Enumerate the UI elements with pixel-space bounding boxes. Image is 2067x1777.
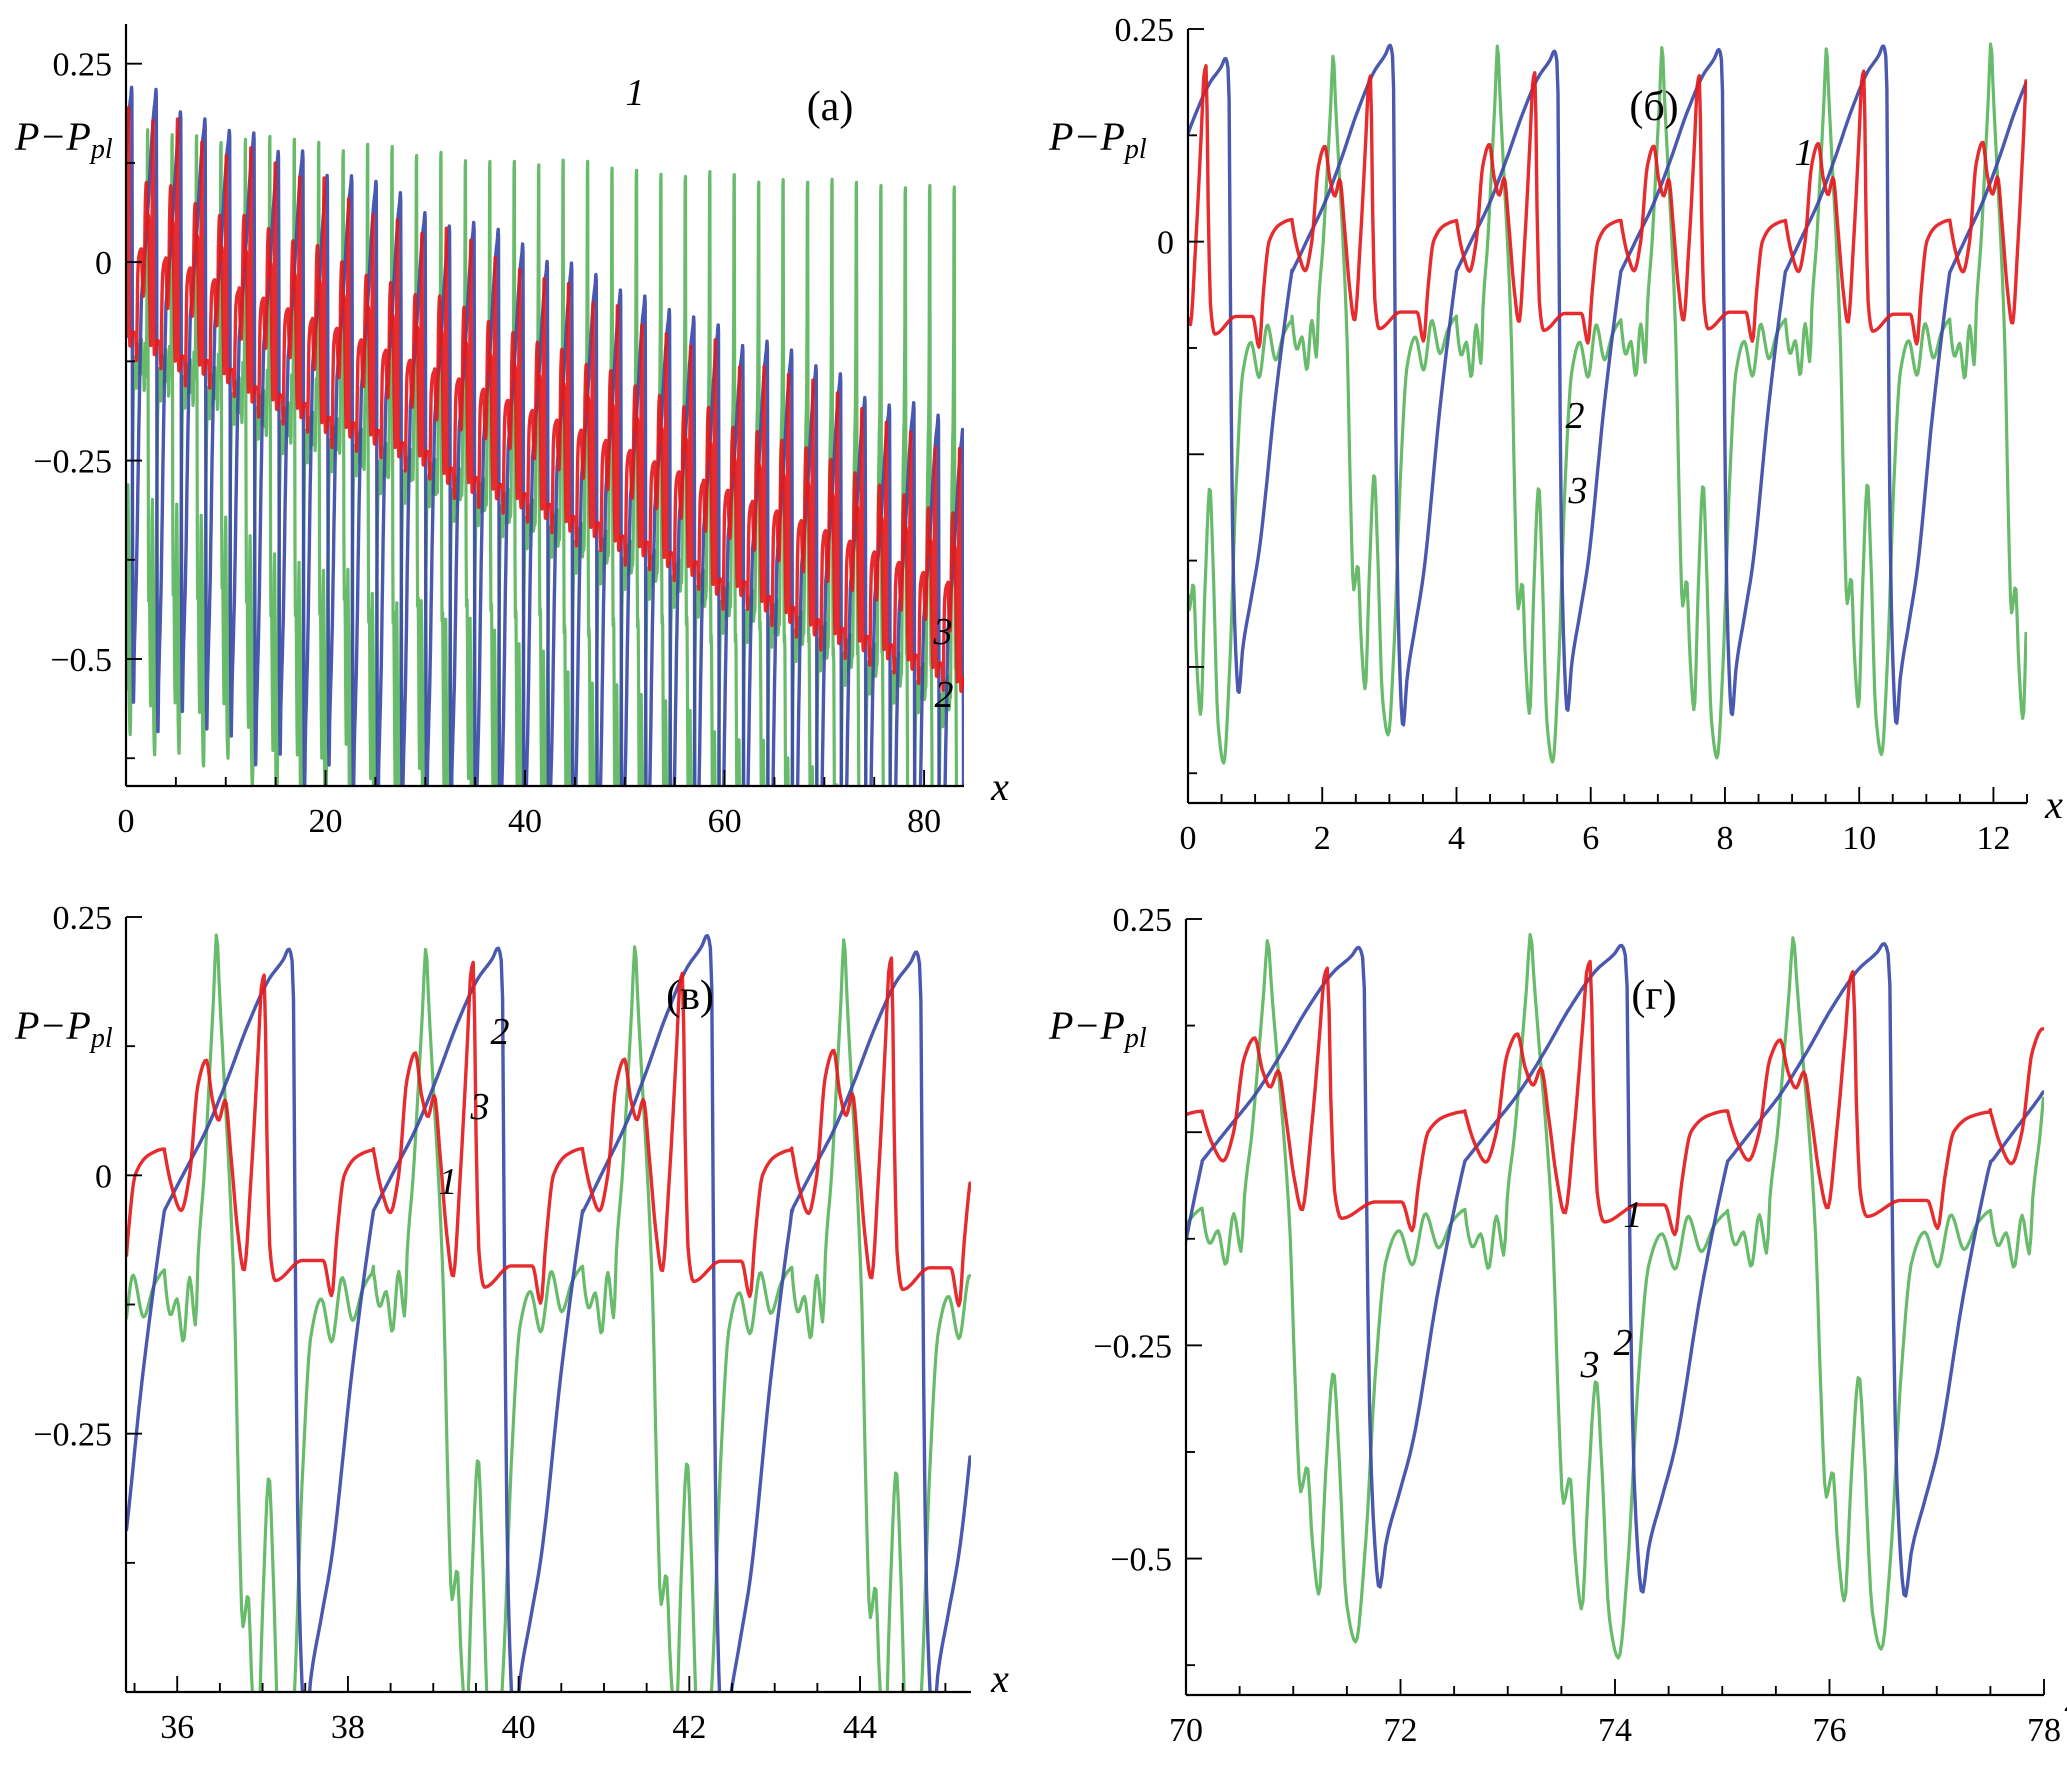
svg-text:20: 20	[309, 803, 343, 840]
svg-text:(в): (в)	[666, 973, 714, 1019]
svg-text:6: 6	[1582, 820, 1599, 857]
svg-text:2: 2	[1614, 1322, 1633, 1364]
svg-text:10: 10	[1842, 820, 1876, 857]
svg-text:x: x	[990, 1656, 1009, 1701]
svg-text:1: 1	[1795, 132, 1814, 174]
svg-text:42: 42	[672, 1709, 706, 1746]
svg-text:P−Ppl: P−Ppl	[14, 114, 113, 165]
svg-text:3: 3	[470, 1086, 490, 1128]
svg-text:(a): (a)	[807, 84, 854, 130]
svg-text:−0.25: −0.25	[33, 444, 112, 481]
svg-text:x: x	[2044, 782, 2063, 827]
svg-text:4: 4	[1448, 820, 1465, 857]
svg-text:12: 12	[1976, 820, 2010, 857]
svg-text:−0.25: −0.25	[33, 1417, 112, 1454]
svg-text:8: 8	[1716, 820, 1733, 857]
svg-text:36: 36	[160, 1709, 194, 1746]
svg-text:2: 2	[935, 674, 954, 716]
svg-text:76: 76	[1813, 1712, 1847, 1749]
svg-text:0.25: 0.25	[1115, 12, 1175, 49]
svg-text:3: 3	[1580, 1344, 1600, 1386]
svg-text:1: 1	[626, 72, 645, 114]
svg-text:0.25: 0.25	[1113, 902, 1173, 939]
svg-text:1: 1	[439, 1161, 458, 1203]
svg-text:70: 70	[1169, 1712, 1203, 1749]
svg-text:P−Ppl: P−Ppl	[1048, 114, 1147, 165]
svg-text:0: 0	[95, 1158, 112, 1195]
svg-text:2: 2	[1566, 395, 1585, 437]
svg-text:3: 3	[1568, 470, 1588, 512]
svg-text:−0.25: −0.25	[1093, 1328, 1172, 1365]
svg-text:40: 40	[508, 803, 542, 840]
svg-text:x: x	[990, 764, 1009, 809]
svg-text:(б): (б)	[1629, 84, 1678, 130]
svg-text:−0.5: −0.5	[1110, 1542, 1172, 1579]
svg-text:2: 2	[1314, 820, 1331, 857]
svg-text:40: 40	[502, 1709, 536, 1746]
svg-text:60: 60	[708, 803, 742, 840]
svg-text:3: 3	[933, 611, 953, 653]
svg-text:1: 1	[1624, 1194, 1643, 1236]
svg-text:72: 72	[1384, 1712, 1418, 1749]
svg-text:44: 44	[843, 1709, 877, 1746]
svg-text:0: 0	[1180, 820, 1197, 857]
svg-text:74: 74	[1598, 1712, 1632, 1749]
svg-text:80: 80	[907, 803, 941, 840]
svg-text:2: 2	[491, 1011, 510, 1053]
svg-text:38: 38	[331, 1709, 365, 1746]
svg-text:P−Ppl: P−Ppl	[14, 1003, 113, 1054]
svg-text:0: 0	[118, 803, 135, 840]
svg-text:0: 0	[1157, 225, 1174, 262]
svg-text:0.25: 0.25	[53, 47, 113, 84]
svg-text:(г): (г)	[1631, 973, 1676, 1019]
svg-text:0.25: 0.25	[53, 900, 113, 937]
svg-text:−0.5: −0.5	[50, 642, 112, 679]
svg-text:78: 78	[2027, 1712, 2061, 1749]
svg-text:P−Ppl: P−Ppl	[1048, 1003, 1147, 1054]
svg-text:0: 0	[95, 245, 112, 282]
